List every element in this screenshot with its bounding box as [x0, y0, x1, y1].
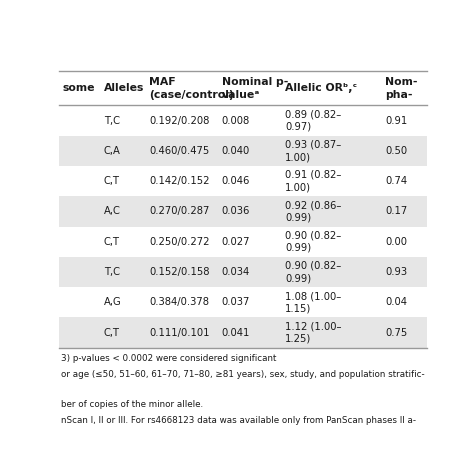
Text: ber of copies of the minor allele.: ber of copies of the minor allele. [61, 401, 203, 410]
Text: A,G: A,G [104, 297, 121, 307]
Text: 0.034: 0.034 [222, 267, 250, 277]
Text: 1.08 (1.00–
1.15): 1.08 (1.00– 1.15) [285, 291, 341, 313]
Text: T,C: T,C [104, 116, 120, 126]
Text: 0.250/0.272: 0.250/0.272 [149, 237, 210, 247]
Text: 0.91: 0.91 [385, 116, 407, 126]
Text: 0.93: 0.93 [385, 267, 407, 277]
Text: T,C: T,C [104, 267, 120, 277]
Text: 0.192/0.208: 0.192/0.208 [149, 116, 210, 126]
Text: 0.142/0.152: 0.142/0.152 [149, 176, 210, 186]
Text: A,C: A,C [104, 207, 120, 217]
Text: 0.460/0.475: 0.460/0.475 [149, 146, 210, 156]
Text: C,A: C,A [104, 146, 120, 156]
Text: 0.74: 0.74 [385, 176, 407, 186]
Text: 0.17: 0.17 [385, 207, 407, 217]
Text: 1.12 (1.00–
1.25): 1.12 (1.00– 1.25) [285, 321, 342, 344]
Text: 0.04: 0.04 [385, 297, 407, 307]
Text: Nominal p-
valueᵃ: Nominal p- valueᵃ [222, 77, 288, 100]
Text: 0.384/0.378: 0.384/0.378 [149, 297, 209, 307]
Text: 3) p-values < 0.0002 were considered significant: 3) p-values < 0.0002 were considered sig… [61, 355, 276, 364]
Bar [59, 136, 427, 166]
Text: 0.93 (0.87–
1.00): 0.93 (0.87– 1.00) [285, 140, 341, 162]
Text: 0.91 (0.82–
1.00): 0.91 (0.82– 1.00) [285, 170, 342, 192]
Text: 0.037: 0.037 [222, 297, 250, 307]
Text: C,T: C,T [104, 176, 120, 186]
Bar [59, 318, 427, 348]
Text: Alleles: Alleles [104, 83, 144, 93]
Text: MAF
(case/control): MAF (case/control) [149, 77, 234, 100]
Text: 0.89 (0.82–
0.97): 0.89 (0.82– 0.97) [285, 109, 341, 132]
Text: 0.90 (0.82–
0.99): 0.90 (0.82– 0.99) [285, 230, 341, 253]
Text: 0.041: 0.041 [222, 328, 250, 337]
Text: 0.111/0.101: 0.111/0.101 [149, 328, 210, 337]
Text: some: some [63, 83, 95, 93]
Text: 0.046: 0.046 [222, 176, 250, 186]
Text: 0.036: 0.036 [222, 207, 250, 217]
Text: 0.040: 0.040 [222, 146, 250, 156]
Bar [59, 196, 427, 227]
Text: 0.00: 0.00 [385, 237, 407, 247]
Text: 0.270/0.287: 0.270/0.287 [149, 207, 210, 217]
Text: 0.027: 0.027 [222, 237, 250, 247]
Text: 0.008: 0.008 [222, 116, 250, 126]
Bar [59, 257, 427, 287]
Text: C,T: C,T [104, 328, 120, 337]
Text: nScan I, II or III. For rs4668123 data was available only from PanScan phases II: nScan I, II or III. For rs4668123 data w… [61, 416, 416, 425]
Text: 0.75: 0.75 [385, 328, 407, 337]
Text: 0.152/0.158: 0.152/0.158 [149, 267, 210, 277]
Text: Nom-
pha-: Nom- pha- [385, 77, 418, 100]
Text: or age (≤50, 51–60, 61–70, 71–80, ≥81 years), sex, study, and population stratif: or age (≤50, 51–60, 61–70, 71–80, ≥81 ye… [61, 370, 425, 379]
Text: Allelic ORᵇ,ᶜ: Allelic ORᵇ,ᶜ [285, 83, 357, 93]
Text: C,T: C,T [104, 237, 120, 247]
Text: 0.50: 0.50 [385, 146, 407, 156]
Text: 0.90 (0.82–
0.99): 0.90 (0.82– 0.99) [285, 261, 341, 283]
Text: 0.92 (0.86–
0.99): 0.92 (0.86– 0.99) [285, 200, 342, 223]
